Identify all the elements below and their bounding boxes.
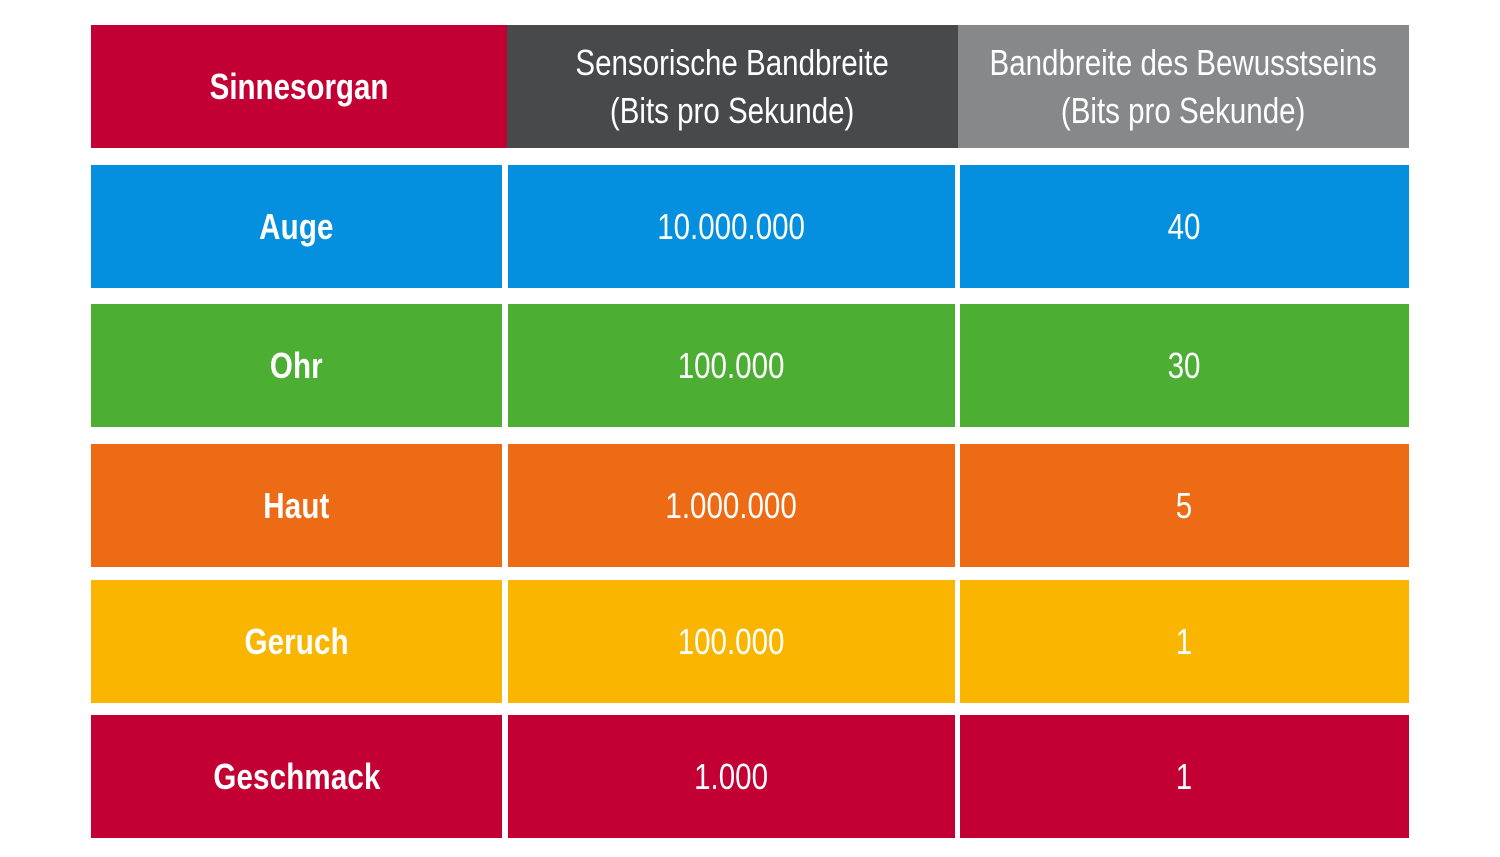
sensory-cell: 10.000.000 — [508, 165, 955, 288]
organ-cell: Geschmack — [91, 715, 502, 838]
organ-label: Haut — [263, 484, 330, 526]
header-cell-organ: Sinnesorgan — [91, 25, 507, 148]
sensory-value: 10.000.000 — [657, 206, 806, 247]
sensory-cell: 1.000.000 — [508, 444, 955, 567]
table-row: Auge 10.000.000 40 — [91, 165, 1409, 288]
organ-cell: Haut — [91, 444, 502, 567]
sensory-value: 1.000.000 — [665, 485, 798, 526]
sensory-cell: 100.000 — [508, 580, 955, 703]
sensory-cell: 100.000 — [508, 304, 955, 427]
conscious-cell: 1 — [960, 580, 1409, 703]
table-row: Geruch 100.000 1 — [91, 580, 1409, 703]
conscious-value: 40 — [1168, 206, 1201, 247]
organ-label: Geruch — [244, 620, 349, 662]
header-conscious-line2: (Bits pro Sekunde) — [1061, 89, 1306, 131]
header-conscious-line1: Bandbreite des Bewusstseins — [989, 41, 1378, 83]
header-cell-sensory: Sensorische Bandbreite (Bits pro Sekunde… — [507, 25, 958, 148]
header-conscious-label: Bandbreite des Bewusstseins (Bits pro Se… — [990, 39, 1377, 135]
conscious-value: 1 — [1176, 756, 1193, 797]
organ-cell: Auge — [91, 165, 502, 288]
conscious-value: 1 — [1176, 621, 1193, 662]
conscious-cell: 1 — [960, 715, 1409, 838]
conscious-cell: 30 — [960, 304, 1409, 427]
sensory-cell: 1.000 — [508, 715, 955, 838]
header-sensory-line1: Sensorische Bandbreite — [575, 41, 890, 83]
organ-label: Auge — [259, 205, 334, 247]
conscious-cell: 40 — [960, 165, 1409, 288]
table-row: Ohr 100.000 30 — [91, 304, 1409, 427]
header-sensory-label: Sensorische Bandbreite (Bits pro Sekunde… — [576, 39, 889, 135]
sensory-value: 100.000 — [678, 621, 785, 662]
organ-cell: Ohr — [91, 304, 502, 427]
sensory-value: 1.000 — [694, 756, 769, 797]
organ-label: Ohr — [270, 344, 323, 386]
table-header-row: Sinnesorgan Sensorische Bandbreite (Bits… — [91, 25, 1409, 148]
table-row: Geschmack 1.000 1 — [91, 715, 1409, 838]
organ-label: Geschmack — [212, 755, 381, 797]
conscious-value: 30 — [1168, 345, 1201, 386]
organ-cell: Geruch — [91, 580, 502, 703]
sensory-value: 100.000 — [678, 345, 785, 386]
conscious-cell: 5 — [960, 444, 1409, 567]
header-cell-conscious: Bandbreite des Bewusstseins (Bits pro Se… — [958, 25, 1409, 148]
table-row: Haut 1.000.000 5 — [91, 444, 1409, 567]
header-organ-label: Sinnesorgan — [209, 65, 389, 107]
conscious-value: 5 — [1176, 485, 1193, 526]
header-sensory-line2: (Bits pro Sekunde) — [610, 89, 855, 131]
